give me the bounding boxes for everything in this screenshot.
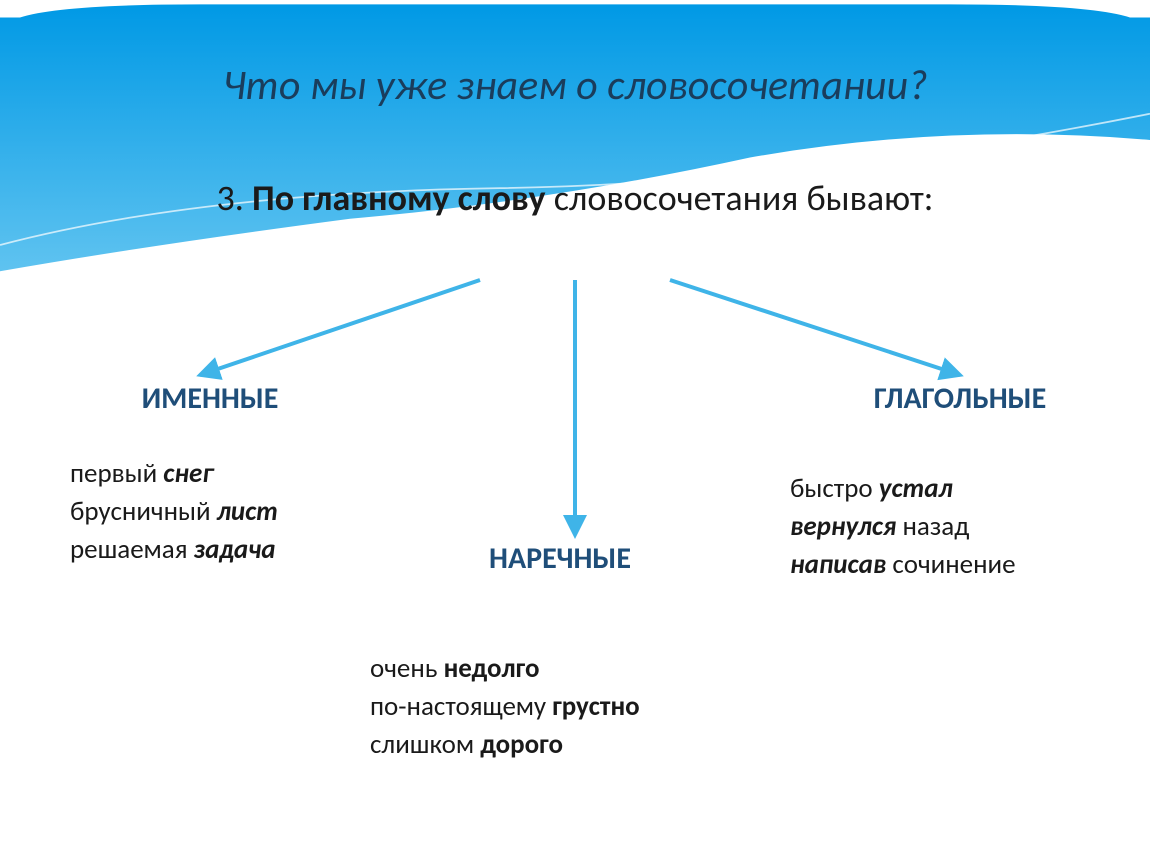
slide-subtitle: 3. По главному слову словосочетания быва… <box>0 175 1150 222</box>
arrows-layer <box>0 0 1150 864</box>
slide-title: Что мы уже знаем о словосочетании? <box>0 60 1150 111</box>
subtitle-bold: По главному слову <box>252 176 546 220</box>
subtitle-rest: словосочетания бывают: <box>546 176 934 220</box>
branch-arrow-2 <box>670 280 960 375</box>
subtitle-prefix: 3. <box>217 176 252 220</box>
branch-arrow-0 <box>200 280 480 375</box>
